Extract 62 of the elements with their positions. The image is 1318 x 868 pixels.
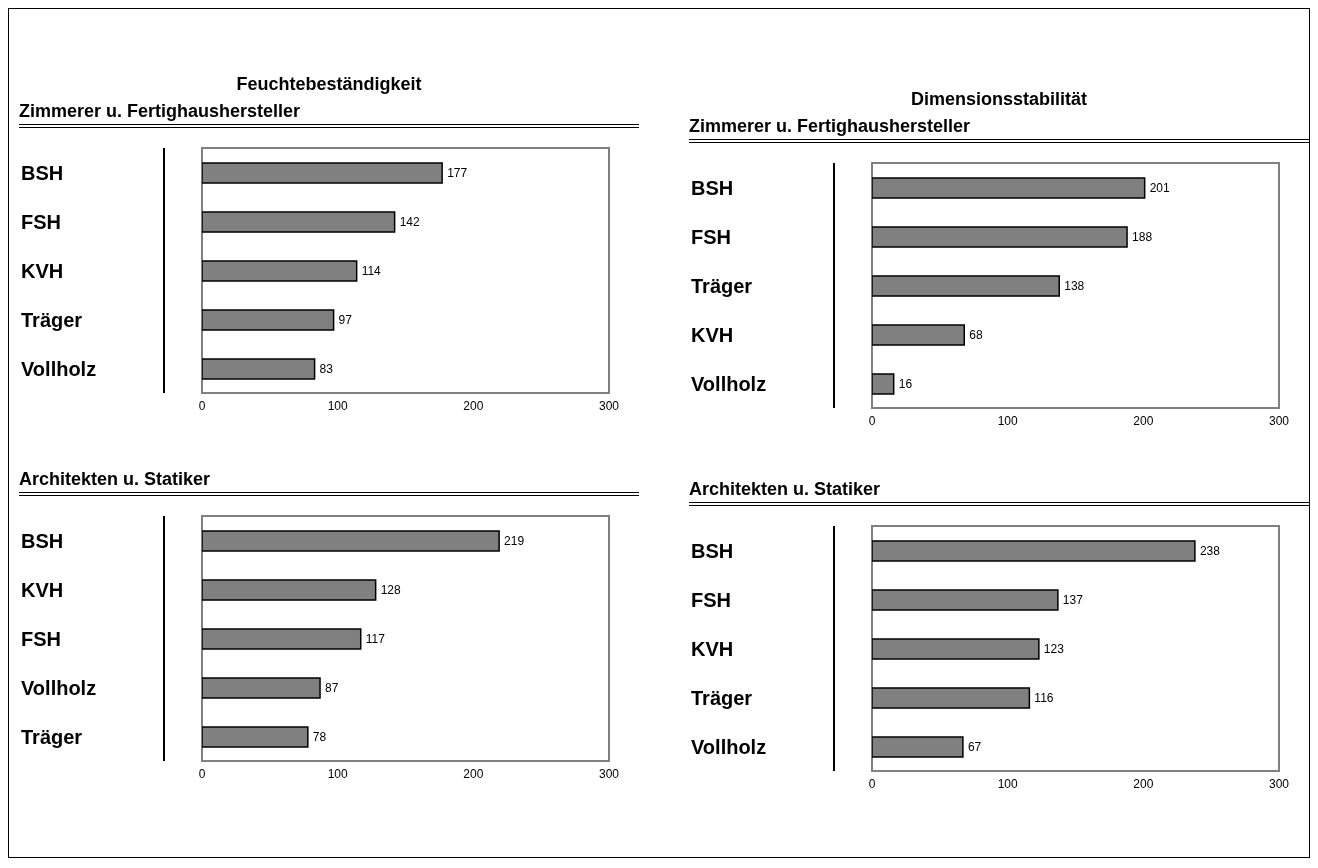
x-tick-label: 0 <box>198 398 206 413</box>
x-tick-label: 0 <box>868 776 876 791</box>
data-label: 87 <box>325 681 339 696</box>
data-label: 78 <box>312 730 327 745</box>
y-tick-label: FSH <box>21 627 61 650</box>
x-tick-label: 300 <box>1268 413 1290 428</box>
x-tick-label: 100 <box>327 398 348 413</box>
data-label: 188 <box>1132 230 1153 245</box>
y-tick-label: Vollholz <box>21 357 97 380</box>
x-tick-label: 100 <box>997 413 1018 428</box>
y-tick-label: Träger <box>691 274 753 297</box>
data-label: 67 <box>967 740 982 755</box>
y-tick-label: Träger <box>691 686 753 709</box>
x-tick-label: 300 <box>598 398 620 413</box>
y-tick-label: KVH <box>21 578 64 601</box>
data-label: 16 <box>898 377 913 392</box>
y-tick-label: Vollholz <box>691 735 767 758</box>
y-tick-label: Vollholz <box>691 372 767 395</box>
data-label: 123 <box>1043 642 1065 657</box>
y-tick-label: Vollholz <box>21 676 97 699</box>
data-label: 137 <box>1062 593 1084 608</box>
data-label: 68 <box>969 328 983 343</box>
chart-subtitle: Architekten u. Statiker <box>689 479 882 500</box>
chart-subtitle: Zimmerer u. Fertighaushersteller <box>19 101 302 122</box>
x-tick-label: 100 <box>327 766 348 781</box>
chart-subtitle: Architekten u. Statiker <box>19 469 212 490</box>
x-tick-label: 0 <box>198 766 206 781</box>
y-tick-label: KVH <box>21 259 64 282</box>
chart-title: Dimensionsstabilität <box>909 89 1088 110</box>
y-tick-label: BSH <box>21 529 64 552</box>
chart-subtitle: Zimmerer u. Fertighaushersteller <box>689 116 972 137</box>
data-label: 142 <box>399 215 420 230</box>
data-label: 97 <box>338 313 353 328</box>
x-tick-label: 0 <box>868 413 876 428</box>
x-tick-label: 200 <box>1133 776 1154 791</box>
data-label: 114 <box>361 264 382 279</box>
y-tick-label: Träger <box>21 725 83 748</box>
y-tick-label: BSH <box>21 161 64 184</box>
data-label: 238 <box>1199 544 1221 559</box>
data-label: 138 <box>1064 279 1085 294</box>
chart-title: Feuchtebeständigkeit <box>235 74 423 95</box>
y-tick-label: FSH <box>21 210 61 233</box>
y-tick-label: FSH <box>691 225 731 248</box>
data-label: 219 <box>504 534 525 549</box>
data-label: 83 <box>319 362 334 377</box>
y-tick-label: FSH <box>691 588 731 611</box>
y-tick-label: KVH <box>691 323 734 346</box>
x-tick-label: 200 <box>463 766 484 781</box>
x-tick-label: 300 <box>1268 776 1290 791</box>
y-tick-label: Träger <box>21 308 83 331</box>
x-tick-label: 200 <box>1133 413 1154 428</box>
data-label: 201 <box>1149 181 1171 196</box>
x-tick-label: 100 <box>997 776 1018 791</box>
data-label: 128 <box>380 583 401 598</box>
data-label: 117 <box>365 632 386 647</box>
data-label: 177 <box>447 166 468 181</box>
y-tick-label: BSH <box>691 176 734 199</box>
y-tick-label: BSH <box>691 539 734 562</box>
y-tick-label: KVH <box>691 637 734 660</box>
x-tick-label: 200 <box>463 398 484 413</box>
x-tick-label: 300 <box>598 766 620 781</box>
data-label: 116 <box>1034 691 1054 706</box>
